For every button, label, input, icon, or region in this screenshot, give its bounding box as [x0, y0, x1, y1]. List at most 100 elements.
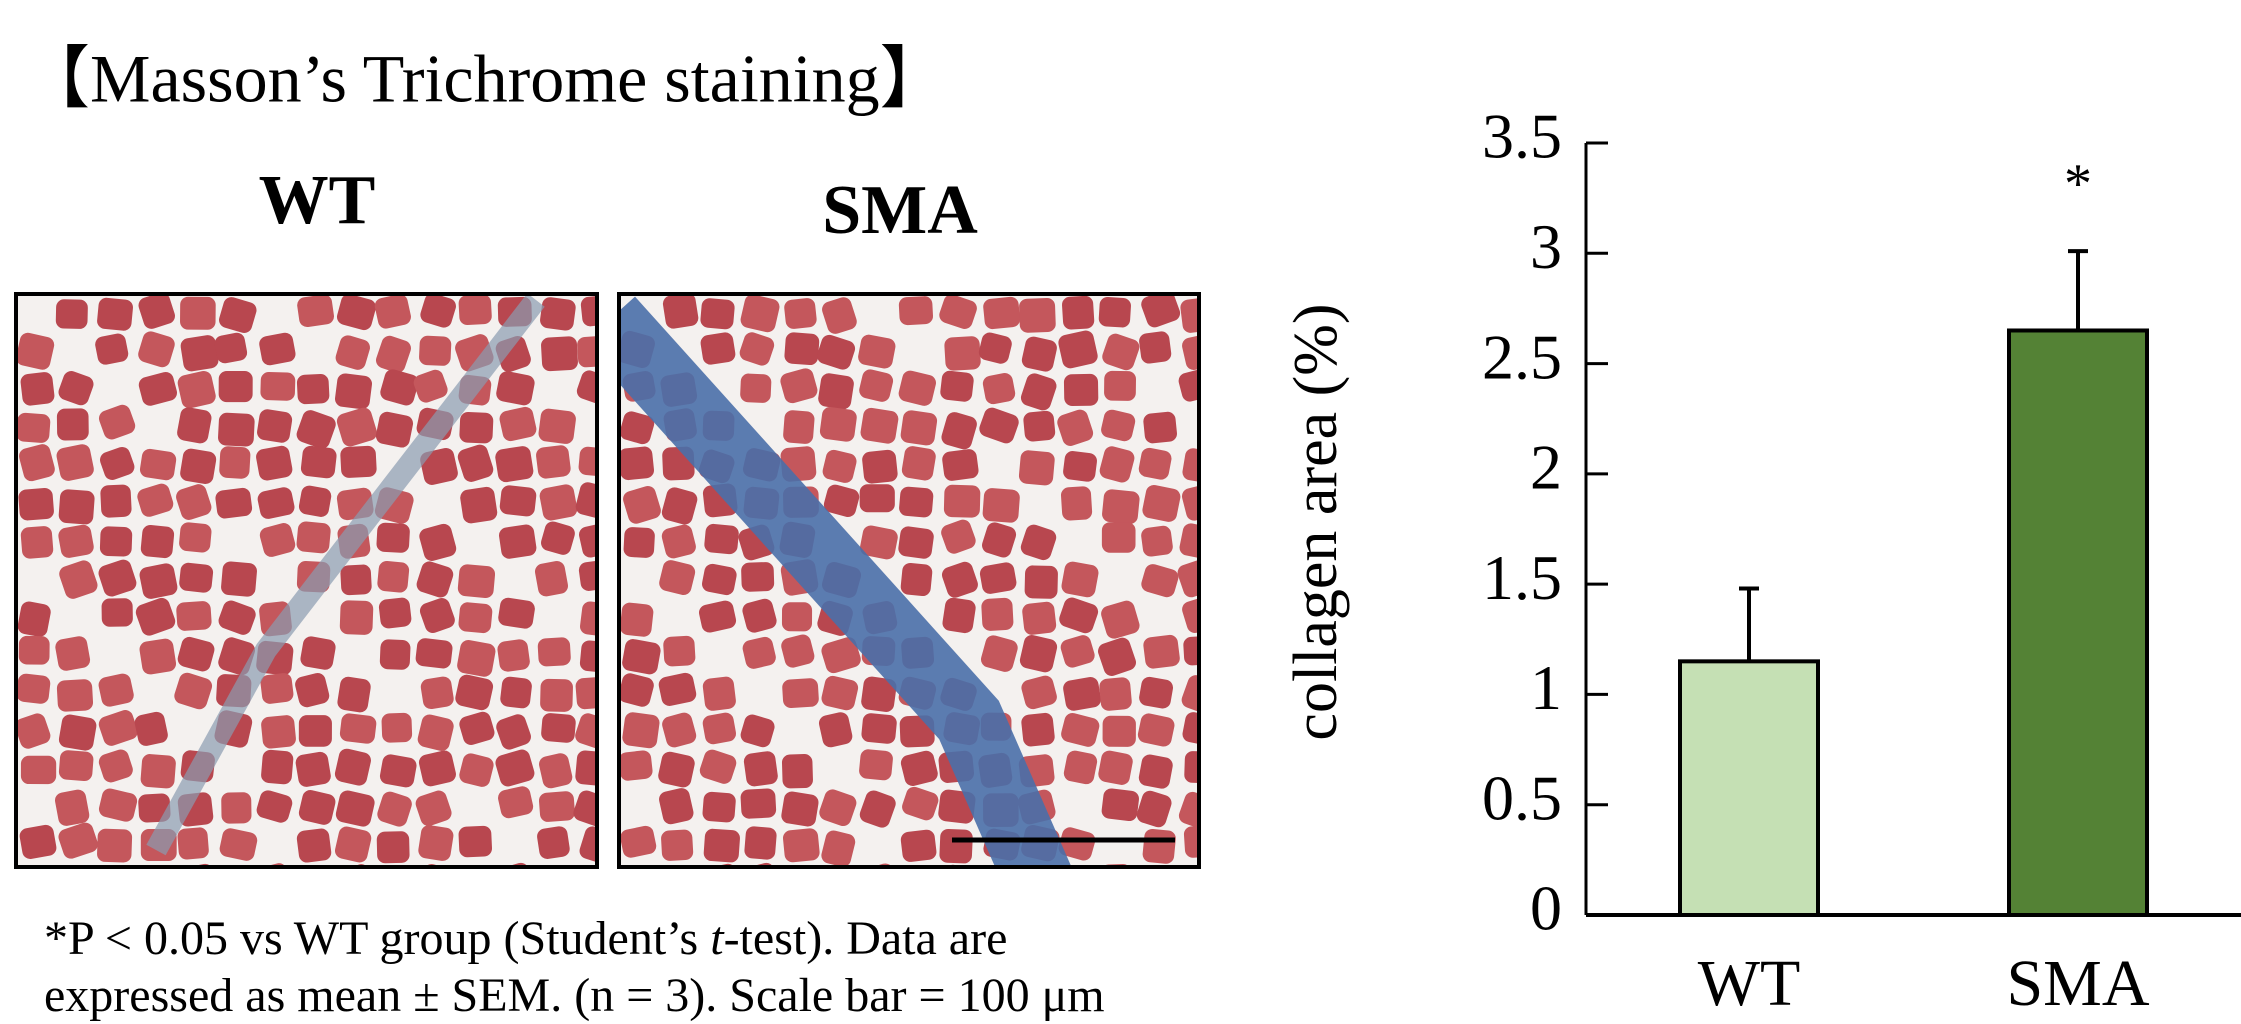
muscle-fiber	[376, 522, 410, 553]
muscle-fiber	[16, 412, 51, 443]
muscle-fiber	[376, 831, 410, 864]
muscle-fiber	[1179, 523, 1199, 559]
muscle-fiber	[416, 561, 454, 598]
muscle-fiber	[1058, 827, 1096, 861]
muscle-fiber	[498, 597, 535, 629]
muscle-fiber	[900, 750, 938, 786]
muscle-fiber	[941, 519, 976, 554]
muscle-fiber	[900, 829, 937, 862]
muscle-fiber	[575, 713, 597, 749]
muscle-fiber	[1021, 675, 1057, 710]
muscle-fiber	[1177, 558, 1199, 598]
muscle-fiber	[1136, 790, 1172, 828]
muscle-fiber	[57, 866, 95, 867]
muscle-fiber	[983, 296, 1021, 330]
muscle-fiber	[98, 404, 136, 440]
muscle-fiber	[819, 789, 857, 827]
muscle-fiber	[413, 369, 448, 403]
muscle-fiber	[98, 673, 134, 707]
muscle-fiber	[623, 527, 655, 558]
muscle-fiber	[821, 675, 859, 711]
muscle-fiber	[1063, 373, 1099, 407]
muscle-fiber	[98, 559, 137, 597]
muscle-fiber	[20, 372, 55, 406]
muscle-fiber	[456, 866, 493, 905]
muscle-fiber	[260, 673, 294, 704]
collagen	[146, 294, 545, 856]
y-tick-label: 0.5	[1482, 762, 1562, 833]
muscle-fiber	[1138, 447, 1172, 480]
muscle-fiber	[214, 332, 248, 364]
muscle-fiber	[295, 673, 330, 708]
muscle-fiber	[457, 640, 496, 677]
muscle-fiber	[540, 678, 573, 712]
muscle-fiber	[1063, 750, 1098, 785]
muscle-fiber	[818, 373, 854, 410]
muscle-fiber	[418, 750, 456, 787]
muscle-fiber	[620, 602, 654, 637]
muscle-fiber	[781, 791, 819, 827]
muscle-fiber	[20, 526, 54, 559]
muscle-fiber	[19, 866, 57, 901]
muscle-fiber	[982, 373, 1016, 405]
muscle-fiber	[98, 788, 138, 822]
muscle-fiber	[1142, 485, 1181, 522]
muscle-fiber	[783, 410, 815, 444]
muscle-fiber	[134, 711, 168, 746]
muscle-fiber	[219, 828, 258, 861]
muscle-fiber	[781, 754, 813, 789]
x-tick-label: SMA	[2006, 947, 2149, 1020]
muscle-fiber	[1101, 600, 1140, 639]
muscle-fiber	[460, 486, 498, 524]
muscle-fiber	[1098, 750, 1133, 785]
muscle-fiber	[1139, 676, 1174, 709]
muscle-fiber	[659, 788, 694, 825]
muscle-fiber	[982, 522, 1017, 558]
muscle-fiber	[419, 523, 457, 561]
muscle-fiber	[1024, 565, 1058, 599]
muscle-fiber	[1141, 564, 1179, 598]
muscle-fiber	[659, 560, 696, 595]
y-tick-label: 3	[1530, 211, 1562, 282]
muscle-fiber	[98, 749, 133, 783]
muscle-fiber	[379, 639, 411, 670]
muscle-fiber	[942, 597, 976, 634]
muscle-fiber	[18, 635, 50, 665]
muscle-fiber	[179, 562, 214, 593]
muscle-fiber	[298, 485, 332, 517]
muscle-fiber	[296, 521, 331, 554]
muscle-fiber	[859, 749, 893, 781]
muscle-fiber	[174, 672, 213, 710]
muscle-fiber	[420, 294, 456, 328]
muscle-fiber	[300, 445, 337, 479]
muscle-fiber	[819, 407, 857, 442]
muscle-fiber	[180, 296, 216, 330]
muscle-fiber	[417, 714, 454, 751]
muscle-fiber	[943, 484, 981, 518]
y-axis-label: collagen area (%)	[1282, 303, 1350, 740]
muscle-fiber	[96, 868, 132, 901]
muscle-fiber	[778, 869, 810, 901]
muscle-fiber	[699, 600, 737, 633]
muscle-fiber	[541, 713, 576, 743]
muscle-fiber	[139, 448, 177, 481]
muscle-fiber	[901, 446, 936, 481]
muscle-fiber	[740, 788, 777, 819]
muscle-fiber	[739, 332, 775, 366]
muscle-fiber	[137, 483, 174, 517]
muscle-fiber	[619, 750, 653, 781]
muscle-fiber	[95, 333, 129, 365]
muscle-fiber	[534, 561, 568, 597]
muscle-fiber	[334, 826, 372, 863]
muscle-fiber	[419, 335, 452, 366]
bar	[1678, 659, 1820, 917]
muscle-fiber	[898, 526, 934, 559]
muscle-fiber	[420, 676, 454, 710]
muscle-fiber	[457, 444, 494, 482]
muscle-fiber	[499, 485, 537, 517]
muscle-fiber	[16, 713, 51, 749]
muscle-fiber	[1178, 368, 1199, 402]
muscle-fiber	[176, 484, 212, 520]
muscle-fiber	[259, 332, 296, 366]
muscle-fiber	[619, 673, 654, 707]
